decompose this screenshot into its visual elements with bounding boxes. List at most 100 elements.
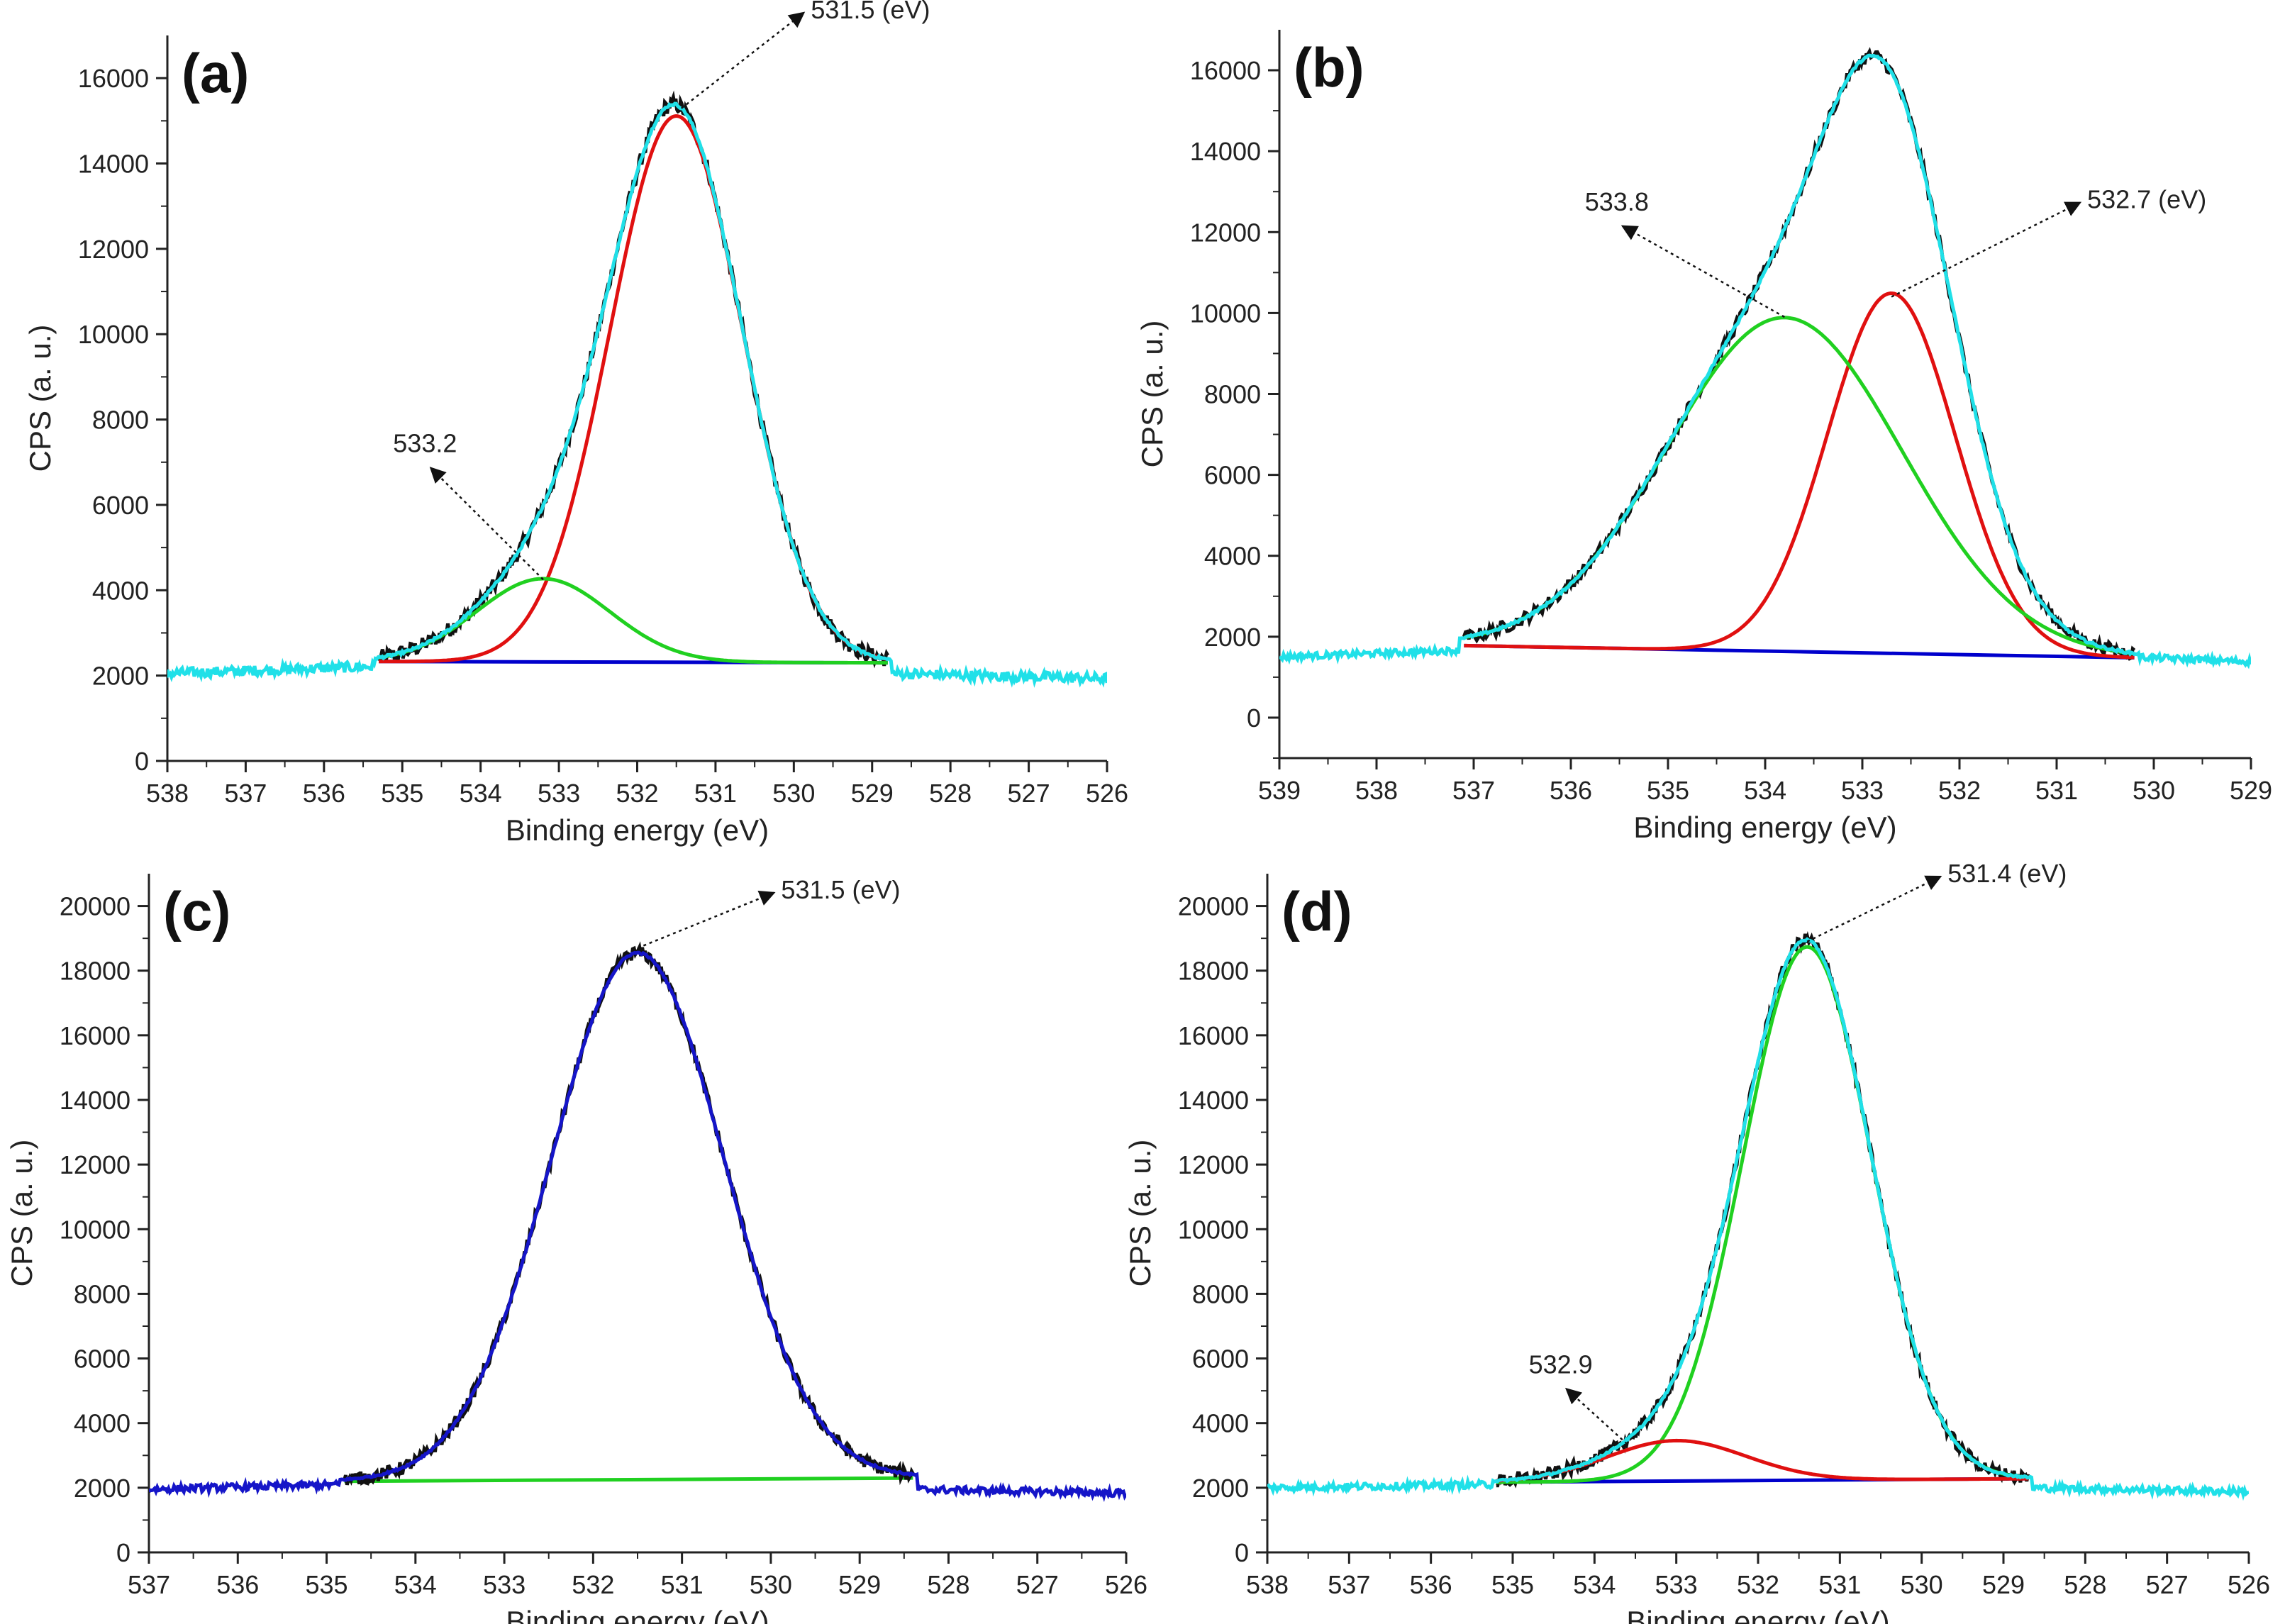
x-tick-label: 534 [394, 1570, 437, 1599]
x-tick-label: 531 [661, 1570, 704, 1599]
x-tick-label: 534 [460, 779, 502, 808]
x-tick-label: 528 [2064, 1570, 2106, 1599]
x-tick-label: 537 [1328, 1570, 1370, 1599]
x-tick-label: 538 [146, 779, 189, 808]
x-tick-label: 536 [1550, 776, 1592, 805]
y-tick-label: 10000 [1178, 1215, 1249, 1244]
y-tick-label: 8000 [74, 1279, 130, 1308]
x-tick-label: 531 [2035, 776, 2078, 805]
background-line [344, 1476, 913, 1484]
y-tick-label: 6000 [1204, 461, 1261, 490]
y-tick-label: 16000 [1190, 56, 1261, 85]
envelope-fit-line [1267, 937, 2249, 1501]
x-tick-label: 539 [1258, 776, 1301, 805]
x-tick-label: 538 [1246, 1570, 1289, 1599]
x-axis-title: Binding energy (eV) [1633, 811, 1896, 844]
component-peak-line [1463, 316, 2135, 656]
y-tick-label: 16000 [78, 64, 149, 93]
annotation-label: 533.2 [393, 429, 457, 458]
y-tick-label: 4000 [74, 1409, 130, 1438]
y-tick-label: 2000 [92, 662, 149, 691]
y-tick-label: 18000 [1178, 957, 1249, 986]
annotation-arrow [1620, 225, 1786, 318]
y-axis-title: CPS (a. u.) [5, 1140, 38, 1287]
y-tick-label: 16000 [1178, 1021, 1249, 1050]
y-tick-label: 6000 [92, 491, 149, 520]
x-tick-label: 532 [572, 1570, 614, 1599]
annotation-label: 531.4 (eV) [1947, 859, 2067, 888]
y-tick-label: 20000 [1178, 892, 1249, 921]
envelope-fit-line [167, 101, 1107, 689]
y-axis-title: CPS (a. u.) [1123, 1140, 1157, 1287]
x-tick-label: 534 [1573, 1570, 1616, 1599]
panel-label: (b) [1294, 36, 1364, 99]
component-peak-line [1496, 1438, 2028, 1483]
raw-data-line [1462, 47, 2136, 661]
y-tick-label: 2000 [74, 1474, 130, 1503]
x-tick-label: 530 [772, 779, 815, 808]
x-tick-label: 527 [1016, 1570, 1059, 1599]
y-tick-label: 12000 [1190, 218, 1261, 247]
annotation-label: 532.9 [1529, 1350, 1593, 1379]
y-tick-label: 14000 [1178, 1086, 1249, 1115]
x-tick-label: 535 [381, 779, 423, 808]
raw-data-line [343, 941, 915, 1486]
y-tick-label: 14000 [78, 150, 149, 179]
x-tick-label: 533 [538, 779, 580, 808]
annotation-label: 531.5 (eV) [781, 875, 900, 904]
y-tick-label: 4000 [1192, 1409, 1249, 1438]
y-tick-label: 14000 [60, 1086, 130, 1115]
x-tick-label: 526 [1086, 779, 1128, 808]
x-tick-label: 532 [1938, 776, 1981, 805]
y-tick-label: 10000 [60, 1215, 130, 1244]
y-tick-label: 10000 [78, 320, 149, 349]
envelope-fit-line [1279, 53, 2251, 669]
panel-label: (c) [163, 880, 230, 942]
x-axis-title: Binding energy (eV) [1626, 1605, 1889, 1624]
x-axis-title: Binding energy (eV) [506, 1605, 769, 1624]
x-tick-label: 534 [1744, 776, 1786, 805]
x-tick-label: 531 [1818, 1570, 1861, 1599]
x-tick-label: 529 [838, 1570, 881, 1599]
annotation-arrow [1891, 201, 2082, 298]
y-tick-label: 2000 [1192, 1474, 1249, 1503]
annotation-arrow [1565, 1387, 1628, 1445]
x-tick-label: 531 [694, 779, 737, 808]
component-peak-line [379, 114, 889, 664]
y-tick-label: 18000 [60, 957, 130, 986]
x-tick-label: 535 [1491, 1570, 1534, 1599]
x-tick-label: 538 [1355, 776, 1398, 805]
chart-panel-d: 538 537 536 535 534 533 532 531 530 529 528 527 526 0… [1123, 859, 2270, 1624]
y-tick-label: 8000 [92, 406, 149, 435]
x-tick-label: 530 [750, 1570, 792, 1599]
envelope-fit-line [149, 950, 1126, 1502]
x-tick-label: 529 [851, 779, 894, 808]
x-tick-label: 527 [2146, 1570, 2189, 1599]
x-tick-label: 528 [927, 1570, 969, 1599]
y-tick-label: 0 [116, 1538, 130, 1567]
x-tick-label: 535 [1647, 776, 1689, 805]
x-tick-label: 533 [1841, 776, 1884, 805]
x-tick-label: 536 [1410, 1570, 1452, 1599]
x-tick-label: 528 [929, 779, 972, 808]
y-tick-label: 0 [1247, 703, 1261, 733]
x-tick-label: 529 [2230, 776, 2272, 805]
y-tick-label: 12000 [60, 1150, 130, 1179]
annotation-label: 533.8 [1585, 187, 1649, 216]
y-tick-label: 20000 [60, 892, 130, 921]
x-tick-label: 537 [128, 1570, 170, 1599]
y-tick-label: 6000 [74, 1345, 130, 1374]
annotation-arrow [1806, 875, 1942, 942]
x-tick-label: 530 [2133, 776, 2175, 805]
x-tick-label: 529 [1982, 1570, 2025, 1599]
x-tick-label: 536 [303, 779, 345, 808]
y-tick-label: 4000 [1204, 542, 1261, 571]
y-tick-label: 8000 [1204, 380, 1261, 409]
y-tick-label: 6000 [1192, 1345, 1249, 1374]
annotation-arrow [675, 11, 806, 113]
component-peak-line [1464, 291, 2135, 660]
annotation-label: 531.5 (eV) [811, 0, 930, 24]
annotation-arrow [637, 890, 776, 949]
x-tick-label: 532 [616, 779, 658, 808]
y-tick-label: 0 [1235, 1538, 1249, 1567]
